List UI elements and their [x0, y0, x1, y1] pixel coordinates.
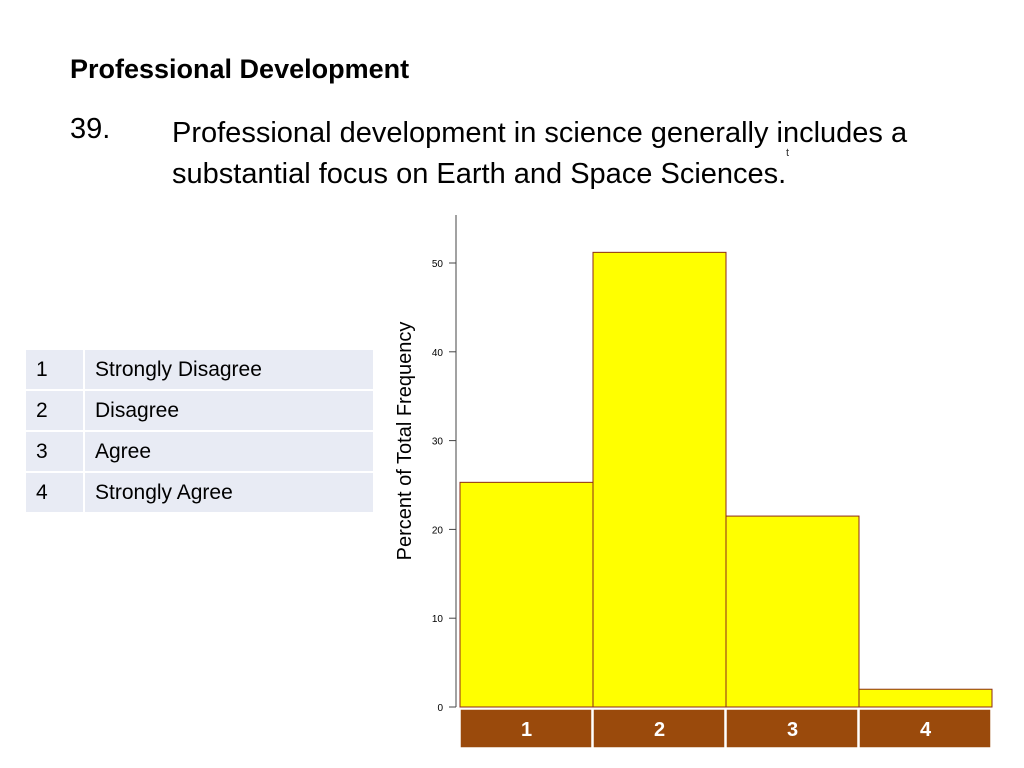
bar	[592, 251, 727, 708]
legend-label: Strongly Agree	[85, 473, 373, 514]
y-tick-label: 10	[432, 614, 444, 625]
y-tick-label: 50	[432, 259, 444, 270]
category-label: 1	[521, 719, 532, 741]
legend-row: 2 Disagree	[26, 391, 373, 432]
bar	[459, 481, 594, 708]
response-legend-table: 1 Strongly Disagree 2 Disagree 3 Agree 4…	[26, 350, 373, 514]
y-tick-label: 0	[437, 703, 443, 714]
category-label: 3	[787, 719, 798, 741]
category-cell	[858, 708, 992, 749]
question-number: 39.	[70, 113, 111, 145]
category-label: 2	[654, 719, 665, 741]
legend-code: 4	[26, 473, 85, 514]
y-tick-label: 40	[432, 348, 444, 359]
y-axis-title: Percent of Total Frequency	[394, 322, 416, 561]
stray-mark: t	[786, 147, 790, 159]
category-cell	[725, 708, 859, 749]
legend-code: 2	[26, 391, 85, 432]
legend-row: 4 Strongly Agree	[26, 473, 373, 514]
bar	[858, 688, 993, 708]
y-tick-label: 20	[432, 525, 444, 536]
legend-row: 3 Agree	[26, 432, 373, 473]
legend-code: 3	[26, 432, 85, 473]
category-label: 4	[920, 719, 932, 741]
section-title: Professional Development	[70, 54, 410, 84]
legend-label: Strongly Disagree	[85, 350, 373, 391]
bar	[725, 515, 860, 708]
category-cell	[459, 708, 593, 749]
legend-label: Disagree	[85, 391, 373, 432]
legend-label: Agree	[85, 432, 373, 473]
legend-code: 1	[26, 350, 85, 391]
y-tick-label: 30	[432, 437, 444, 448]
category-cell	[592, 708, 726, 749]
question-text: Professional development in science gene…	[172, 117, 908, 190]
legend-row: 1 Strongly Disagree	[26, 350, 373, 391]
